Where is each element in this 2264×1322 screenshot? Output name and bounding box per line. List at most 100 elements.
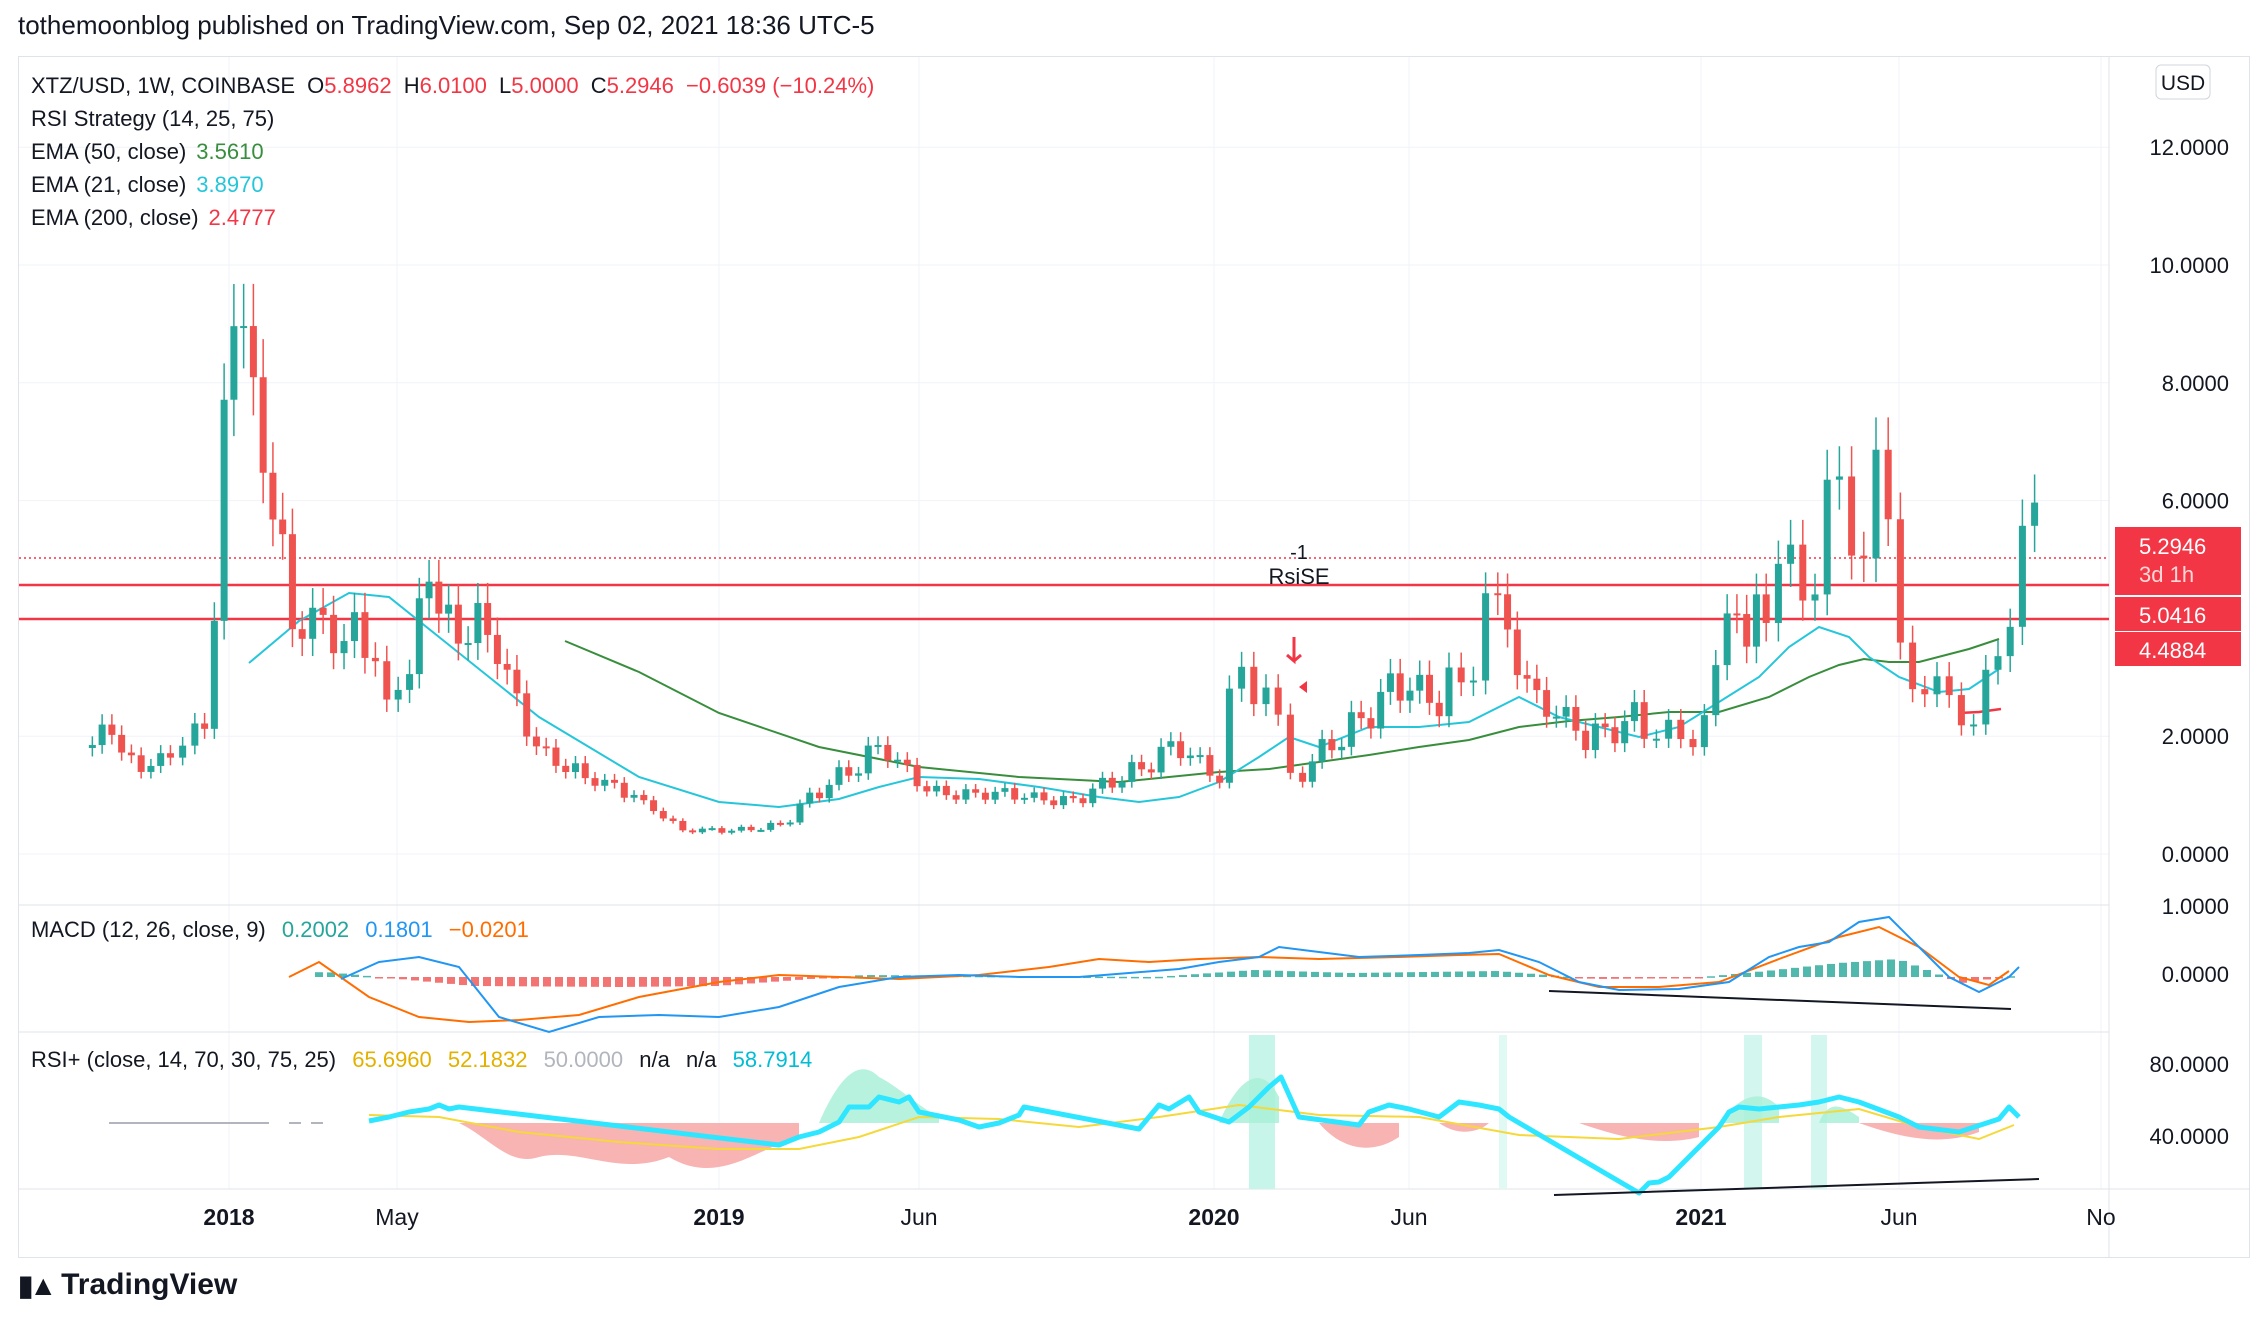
candle-body (1762, 594, 1770, 623)
currency-button-label[interactable]: USD (2161, 72, 2205, 95)
candle-body (708, 828, 716, 831)
time-tick: 2021 (1675, 1204, 1726, 1230)
candle-body (2031, 502, 2039, 526)
candle-body (640, 794, 648, 801)
candle-body (728, 830, 736, 833)
rsi-legend: RSI+ (close, 14, 70, 30, 75, 25) 65.6960… (31, 1047, 812, 1072)
candle-body (981, 792, 989, 800)
sell-arrow-icon (1286, 637, 1302, 665)
candle-body (127, 752, 135, 756)
candle-body (1206, 755, 1214, 776)
legend-ema50: EMA (50, close) 3.5610 (31, 139, 264, 164)
candle-body (1994, 656, 2002, 670)
candle-body (1040, 792, 1048, 801)
macd-bar (1983, 977, 1991, 980)
publisher-header: tothemoonblog published on TradingView.c… (18, 10, 875, 40)
candle-body (166, 753, 174, 758)
candle-body (513, 669, 521, 694)
macd-bar (867, 975, 875, 977)
macd-bar (423, 977, 431, 982)
brand-name: TradingView (61, 1268, 238, 1301)
candle-body (942, 785, 950, 796)
candle-body (259, 377, 267, 473)
macd-bar (675, 977, 683, 987)
macd-bar (615, 977, 623, 987)
time-tick: Jun (1390, 1204, 1427, 1230)
macd-bar (1359, 972, 1367, 977)
macd-bar (2007, 976, 2015, 978)
macd-bar (1563, 976, 1571, 979)
candle-body (933, 785, 941, 792)
macd-bar (1227, 971, 1235, 977)
candle-body (874, 744, 882, 747)
macd-bar (1611, 977, 1619, 979)
legend-l-label: L (499, 73, 511, 98)
macd-bar (387, 977, 395, 979)
candle-body (864, 745, 872, 774)
price-tick: 10.0000 (2149, 253, 2229, 278)
candle-body (562, 765, 570, 772)
footer-brand[interactable]: ▮▲ TradingView (18, 1268, 237, 1302)
current-price-badge (2115, 527, 2241, 595)
candle-body (581, 763, 589, 779)
macd-bar (1455, 971, 1463, 977)
candle-body (1733, 613, 1741, 616)
macd-bar (1443, 971, 1451, 977)
line1-badge (2115, 597, 2241, 631)
macd-bar (1131, 976, 1139, 979)
macd-tick: 1.0000 (2162, 894, 2229, 919)
macd-bar (639, 977, 647, 987)
macd-bar (1299, 971, 1307, 977)
candle-body (796, 803, 804, 823)
chart-svg[interactable]: -1 RsiSE 12.0000 10.0000 8.0000 6.0000 2.000… (19, 57, 2249, 1257)
macd-bar (879, 975, 887, 977)
macd-bar (1239, 970, 1247, 977)
candle-body (1196, 755, 1204, 758)
legend-c-value: 5.2946 (607, 73, 674, 98)
macd-bar (519, 977, 527, 987)
tradingview-logo-icon: ▮▲ (18, 1269, 57, 1301)
candle-body (503, 663, 511, 670)
candle-body (718, 828, 726, 833)
candle-body (894, 759, 902, 762)
macd-bar (819, 977, 827, 979)
macd-bar (1419, 972, 1427, 977)
candle-body (1611, 727, 1619, 744)
candle-body (620, 782, 628, 798)
legend-l-value: 5.0000 (511, 73, 578, 98)
line2-price-label: 4.4884 (2139, 638, 2206, 663)
candle-body (1138, 762, 1146, 770)
candle-body (1225, 688, 1233, 783)
candle-body (1445, 667, 1453, 717)
candle-body (1416, 674, 1424, 691)
candle-body (1089, 788, 1097, 804)
candle-body (1533, 678, 1541, 691)
currency-button[interactable] (2155, 64, 2211, 100)
candle-body (1982, 669, 1990, 725)
candle-body (1482, 593, 1490, 681)
macd-bar (1683, 977, 1691, 979)
line2-badge (2115, 632, 2241, 666)
time-tick: 2018 (203, 1204, 254, 1230)
price-tick: 8.0000 (2162, 371, 2229, 396)
rsi-tick: 80.0000 (2149, 1052, 2229, 1077)
candle-body (1799, 544, 1807, 601)
candle-body (319, 607, 327, 615)
macd-bar (531, 977, 539, 987)
candle-body (835, 767, 843, 785)
macd-bar (855, 975, 863, 977)
candle-body (1238, 666, 1246, 689)
candle-body (1286, 714, 1294, 773)
candle-body (1020, 797, 1028, 800)
candle-body (1601, 723, 1609, 728)
candle-body (464, 643, 472, 646)
candle-body (1582, 730, 1590, 751)
candle-body (249, 326, 257, 378)
candle-body (1177, 741, 1185, 759)
candle-body (1630, 702, 1638, 722)
candle-body (952, 795, 960, 800)
macd-bar (1659, 977, 1667, 979)
price-tick: 2.0000 (2162, 724, 2229, 749)
candle-body (157, 753, 165, 766)
chart-frame[interactable]: -1 RsiSE 12.0000 10.0000 8.0000 6.0000 2.000… (18, 56, 2250, 1258)
